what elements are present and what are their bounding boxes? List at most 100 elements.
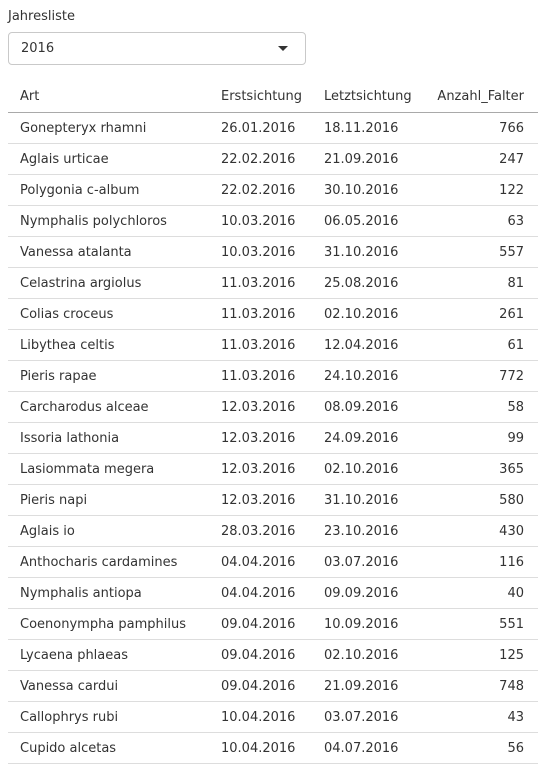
cell-erstsichtung: 12.03.2016 — [221, 485, 324, 516]
cell-art: Carcharodus alceae — [8, 392, 221, 423]
cell-anzahl-falter: 247 — [427, 144, 538, 175]
cell-letztsichtung: 02.10.2016 — [324, 454, 427, 485]
cell-erstsichtung: 26.01.2016 — [221, 113, 324, 144]
cell-erstsichtung: 10.04.2016 — [221, 702, 324, 733]
cell-letztsichtung: 04.07.2016 — [324, 733, 427, 764]
cell-anzahl-falter: 766 — [427, 113, 538, 144]
cell-erstsichtung: 11.03.2016 — [221, 268, 324, 299]
cell-letztsichtung: 06.05.2016 — [324, 206, 427, 237]
cell-letztsichtung: 31.10.2016 — [324, 485, 427, 516]
table-row: Vanessa cardui 09.04.2016 21.09.2016 748 — [8, 671, 538, 702]
cell-letztsichtung: 10.09.2016 — [324, 609, 427, 640]
cell-erstsichtung: 28.03.2016 — [221, 516, 324, 547]
table-row: Pieris napi 12.03.2016 31.10.2016 580 — [8, 485, 538, 516]
cell-anzahl-falter: 122 — [427, 175, 538, 206]
cell-anzahl-falter: 40 — [427, 578, 538, 609]
cell-art: Pieris rapae — [8, 361, 221, 392]
cell-art: Cupido alcetas — [8, 733, 221, 764]
cell-art: Vanessa cardui — [8, 671, 221, 702]
cell-erstsichtung: 10.03.2016 — [221, 206, 324, 237]
cell-art: Coenonympha pamphilus — [8, 609, 221, 640]
cell-art: Celastrina argiolus — [8, 268, 221, 299]
cell-erstsichtung: 11.03.2016 — [221, 330, 324, 361]
table-row: Gonepteryx rhamni 26.01.2016 18.11.2016 766 — [8, 113, 538, 144]
column-header-art[interactable]: Art — [8, 80, 221, 113]
cell-erstsichtung: 09.04.2016 — [221, 609, 324, 640]
cell-anzahl-falter: 81 — [427, 268, 538, 299]
cell-art: Colias croceus — [8, 299, 221, 330]
cell-letztsichtung: 18.11.2016 — [324, 113, 427, 144]
cell-letztsichtung: 31.10.2016 — [324, 237, 427, 268]
cell-letztsichtung: 23.10.2016 — [324, 516, 427, 547]
column-header-erstsichtung[interactable]: Erstsichtung — [221, 80, 324, 113]
cell-anzahl-falter: 557 — [427, 237, 538, 268]
cell-anzahl-falter: 116 — [427, 547, 538, 578]
chevron-down-icon[interactable] — [278, 46, 288, 51]
cell-erstsichtung: 11.03.2016 — [221, 299, 324, 330]
cell-art: Polygonia c-album — [8, 175, 221, 206]
cell-art: Aglais io — [8, 516, 221, 547]
cell-letztsichtung: 09.09.2016 — [324, 578, 427, 609]
cell-erstsichtung: 22.02.2016 — [221, 175, 324, 206]
cell-letztsichtung: 24.09.2016 — [324, 423, 427, 454]
cell-erstsichtung: 22.02.2016 — [221, 144, 324, 175]
cell-erstsichtung: 11.03.2016 — [221, 361, 324, 392]
table-row: Coenonympha pamphilus 09.04.2016 10.09.201… — [8, 609, 538, 640]
cell-art: Nymphalis antiopa — [8, 578, 221, 609]
table-body: Gonepteryx rhamni 26.01.2016 18.11.2016 766… — [8, 113, 538, 764]
cell-anzahl-falter: 125 — [427, 640, 538, 671]
table-row: Anthocharis cardamines 04.04.2016 03.07.20… — [8, 547, 538, 578]
cell-erstsichtung: 12.03.2016 — [221, 454, 324, 485]
table-row: Aglais urticae 22.02.2016 21.09.2016 247 — [8, 144, 538, 175]
table-row: Vanessa atalanta 10.03.2016 31.10.2016 557 — [8, 237, 538, 268]
cell-anzahl-falter: 748 — [427, 671, 538, 702]
cell-art: Vanessa atalanta — [8, 237, 221, 268]
year-select-value: 2016 — [21, 41, 54, 56]
table-row: Colias croceus 11.03.2016 02.10.2016 261 — [8, 299, 538, 330]
cell-art: Lasiommata megera — [8, 454, 221, 485]
table-row: Aglais io 28.03.2016 23.10.2016 430 — [8, 516, 538, 547]
cell-anzahl-falter: 61 — [427, 330, 538, 361]
cell-art: Nymphalis polychloros — [8, 206, 221, 237]
cell-letztsichtung: 25.08.2016 — [324, 268, 427, 299]
cell-erstsichtung: 04.04.2016 — [221, 547, 324, 578]
column-header-letztsichtung[interactable]: Letztsichtung — [324, 80, 427, 113]
cell-letztsichtung: 21.09.2016 — [324, 144, 427, 175]
cell-letztsichtung: 03.07.2016 — [324, 702, 427, 733]
cell-erstsichtung: 09.04.2016 — [221, 640, 324, 671]
table-row: Nymphalis antiopa 04.04.2016 09.09.2016 40 — [8, 578, 538, 609]
cell-letztsichtung: 12.04.2016 — [324, 330, 427, 361]
table-row: Callophrys rubi 10.04.2016 03.07.2016 43 — [8, 702, 538, 733]
cell-erstsichtung: 10.03.2016 — [221, 237, 324, 268]
cell-anzahl-falter: 365 — [427, 454, 538, 485]
cell-letztsichtung: 08.09.2016 — [324, 392, 427, 423]
table-row: Libythea celtis 11.03.2016 12.04.2016 61 — [8, 330, 538, 361]
table-row: Issoria lathonia 12.03.2016 24.09.2016 99 — [8, 423, 538, 454]
cell-anzahl-falter: 58 — [427, 392, 538, 423]
cell-letztsichtung: 21.09.2016 — [324, 671, 427, 702]
cell-anzahl-falter: 99 — [427, 423, 538, 454]
cell-anzahl-falter: 580 — [427, 485, 538, 516]
cell-letztsichtung: 02.10.2016 — [324, 640, 427, 671]
cell-art: Anthocharis cardamines — [8, 547, 221, 578]
cell-erstsichtung: 10.04.2016 — [221, 733, 324, 764]
cell-letztsichtung: 30.10.2016 — [324, 175, 427, 206]
cell-anzahl-falter: 261 — [427, 299, 538, 330]
table-row: Celastrina argiolus 11.03.2016 25.08.2016 8… — [8, 268, 538, 299]
cell-anzahl-falter: 772 — [427, 361, 538, 392]
year-select[interactable]: 2016 — [8, 32, 306, 65]
table-row: Lycaena phlaeas 09.04.2016 02.10.2016 125 — [8, 640, 538, 671]
cell-art: Aglais urticae — [8, 144, 221, 175]
cell-anzahl-falter: 43 — [427, 702, 538, 733]
cell-art: Issoria lathonia — [8, 423, 221, 454]
cell-anzahl-falter: 56 — [427, 733, 538, 764]
column-header-anzahl-falter[interactable]: Anzahl_Falter — [427, 80, 538, 113]
cell-erstsichtung: 12.03.2016 — [221, 423, 324, 454]
cell-erstsichtung: 12.03.2016 — [221, 392, 324, 423]
cell-letztsichtung: 03.07.2016 — [324, 547, 427, 578]
cell-erstsichtung: 04.04.2016 — [221, 578, 324, 609]
table-row: Polygonia c-album 22.02.2016 30.10.2016 122 — [8, 175, 538, 206]
year-select-label: Jahresliste — [8, 9, 75, 24]
table-row: Nymphalis polychloros 10.03.2016 06.05.201… — [8, 206, 538, 237]
cell-anzahl-falter: 63 — [427, 206, 538, 237]
